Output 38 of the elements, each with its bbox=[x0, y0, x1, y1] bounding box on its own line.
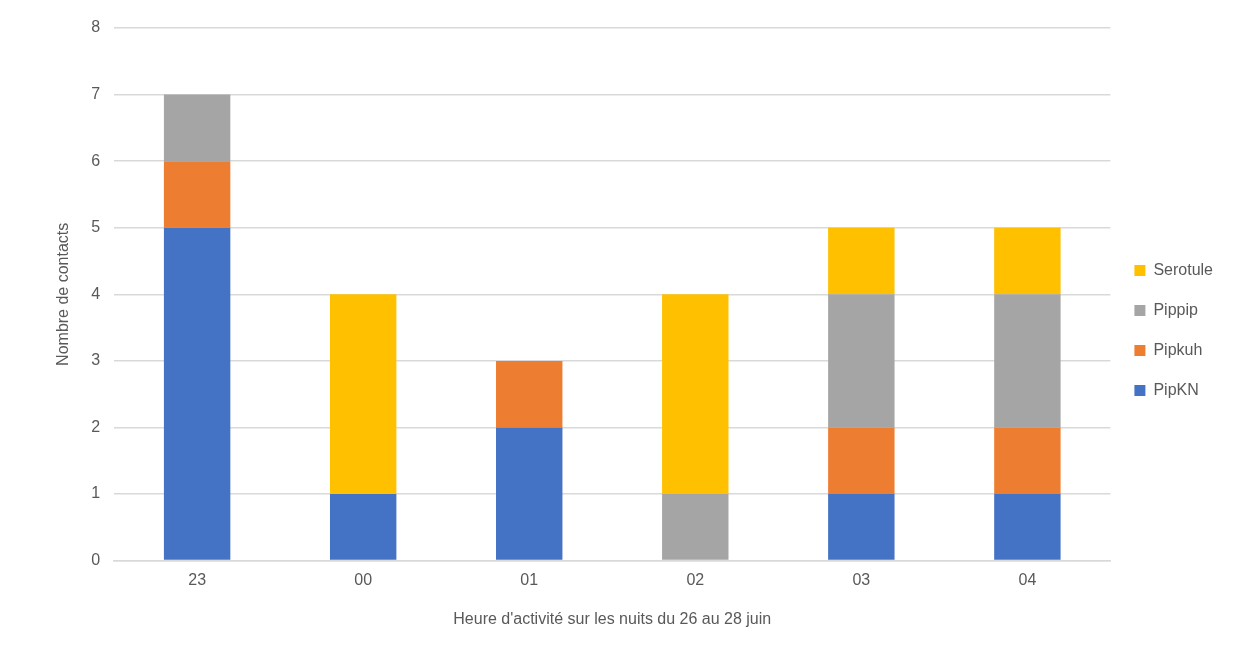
y-tick-label: 6 bbox=[91, 151, 101, 169]
bar bbox=[994, 227, 1061, 295]
x-tick-label: 23 bbox=[188, 570, 207, 588]
bar bbox=[163, 161, 231, 228]
bar bbox=[828, 494, 895, 560]
y-tick-label: 0 bbox=[91, 551, 101, 569]
x-tick-label: 03 bbox=[852, 570, 871, 588]
x-tick-label: 00 bbox=[354, 570, 373, 588]
x-tick-label: 02 bbox=[686, 570, 705, 588]
y-tick-label: 5 bbox=[91, 218, 101, 236]
bar bbox=[994, 427, 1061, 495]
x-tick-label: 04 bbox=[1018, 570, 1037, 588]
y-tick-label: 8 bbox=[91, 18, 101, 36]
bar bbox=[496, 360, 563, 428]
x-tick-label: 01 bbox=[520, 570, 539, 588]
bar bbox=[163, 227, 231, 560]
y-tick-label: 2 bbox=[91, 417, 101, 435]
bar bbox=[496, 427, 563, 560]
y-tick-label: 1 bbox=[91, 484, 101, 502]
bar bbox=[662, 494, 729, 560]
legend-label: Pipkuh bbox=[1153, 340, 1203, 358]
x-axis-title: Heure d'activité sur les nuits du 26 au 28 juin bbox=[453, 609, 772, 627]
bar bbox=[828, 227, 895, 295]
bar bbox=[329, 494, 397, 560]
bar bbox=[994, 294, 1061, 428]
bar bbox=[828, 294, 895, 428]
legend-label: PipKN bbox=[1153, 380, 1199, 398]
bar bbox=[329, 294, 397, 495]
legend-label: Pippip bbox=[1153, 300, 1198, 318]
bar bbox=[994, 494, 1061, 560]
y-tick-label: 4 bbox=[91, 284, 101, 302]
legend-label: Serotule bbox=[1153, 260, 1214, 278]
bar bbox=[163, 94, 231, 162]
bar bbox=[828, 427, 895, 495]
y-tick-label: 3 bbox=[91, 351, 101, 369]
y-tick-label: 7 bbox=[91, 84, 101, 102]
y-axis-title: Nombre de contacts bbox=[54, 222, 72, 366]
bar bbox=[662, 294, 729, 495]
